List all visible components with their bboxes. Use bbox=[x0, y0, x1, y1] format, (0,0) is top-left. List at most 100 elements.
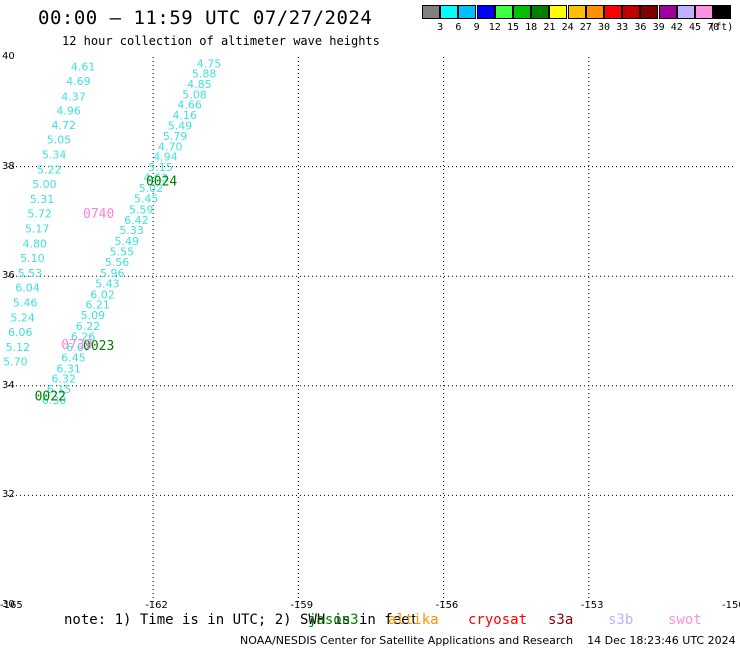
wave-height-value: 5.00 bbox=[32, 178, 57, 191]
wave-height-value: 4.70 bbox=[158, 140, 183, 153]
wave-height-value: 5.70 bbox=[3, 356, 28, 369]
colorbar-label: 39 bbox=[652, 22, 665, 33]
wave-height-value: 4.61 bbox=[71, 60, 96, 73]
wave-height-value: 5.17 bbox=[25, 223, 50, 236]
colorbar-swatch bbox=[476, 5, 495, 19]
latitude-tick-label: 38 bbox=[2, 160, 15, 172]
wave-height-value: 5.05 bbox=[47, 134, 72, 147]
wave-height-value: 6.21 bbox=[85, 299, 110, 312]
wave-height-value: 5.12 bbox=[6, 341, 31, 354]
footer-note: note: 1) Time is in UTC; 2) SWH is in fe… bbox=[64, 612, 419, 628]
colorbar-label: 42 bbox=[670, 22, 683, 33]
longitude-tick-label: -156 bbox=[435, 600, 459, 611]
wave-height-value: 4.72 bbox=[52, 119, 76, 132]
wave-height-value: 5.33 bbox=[119, 224, 144, 237]
wave-height-value: 6.45 bbox=[61, 351, 86, 364]
wave-height-value: 6.42 bbox=[124, 214, 149, 227]
wave-height-value: 6.31 bbox=[56, 362, 81, 375]
latitude-tick-label: 32 bbox=[2, 489, 15, 501]
wave-height-value: 6.26 bbox=[71, 330, 96, 343]
colorbar-swatch bbox=[549, 5, 568, 19]
pass-time-label: 0739 bbox=[61, 338, 92, 353]
wave-height-value: 6.06 bbox=[8, 326, 33, 339]
wave-height-value: 4.37 bbox=[61, 90, 86, 103]
wave-height-value: 5.55 bbox=[110, 246, 135, 259]
colorbar-swatch bbox=[622, 5, 641, 19]
colorbar-label: 3 bbox=[437, 22, 444, 33]
pass-time-label: 0023 bbox=[83, 339, 114, 354]
wave-height-value: 5.45 bbox=[134, 192, 159, 205]
wave-height-value: 5.59 bbox=[129, 203, 154, 216]
pass-time-label: 0740 bbox=[83, 207, 114, 222]
latitude-tick-label: 30 bbox=[2, 599, 15, 610]
wave-height-value: 4.66 bbox=[177, 99, 202, 112]
wave-height-value: 5.88 bbox=[192, 67, 217, 80]
map-title: 00:00 — 11:59 UTC 07/27/2024 bbox=[38, 7, 373, 29]
colorbar-label: 45 bbox=[688, 22, 702, 33]
colorbar-label: 36 bbox=[634, 22, 647, 33]
wave-height-value: 4.69 bbox=[66, 75, 91, 88]
wave-height-value: 5.02 bbox=[139, 182, 164, 195]
wave-height-value: 6.15 bbox=[47, 383, 72, 396]
wave-height-value: 6.67 bbox=[66, 341, 91, 354]
colorbar-label: 9 bbox=[473, 22, 480, 33]
colorbar-label: 27 bbox=[579, 22, 592, 33]
longitude-tick-label: -153 bbox=[580, 600, 604, 611]
wave-height-value: 4.85 bbox=[187, 78, 212, 91]
wave-height-value: 5.96 bbox=[100, 267, 125, 280]
colorbar-swatch bbox=[513, 5, 531, 19]
pass-time-label: 0024 bbox=[146, 174, 177, 189]
colorbar-swatch bbox=[440, 5, 459, 19]
longitude-tick-label: -150 bbox=[722, 600, 740, 611]
colorbar-swatch bbox=[458, 5, 477, 19]
wave-height-value: 4.94 bbox=[153, 151, 178, 164]
latitude-tick-label: 34 bbox=[2, 379, 15, 391]
wave-height-value: 4.75 bbox=[197, 58, 222, 71]
wave-height-value: 5.31 bbox=[30, 193, 54, 206]
satellite-legend-item: s3a bbox=[548, 612, 574, 628]
satellite-legend-item: swot bbox=[668, 612, 702, 628]
wave-height-value: 5.56 bbox=[105, 256, 130, 269]
wave-height-value: 4.63 bbox=[144, 172, 169, 185]
wave-height-value: 6.22 bbox=[76, 320, 101, 333]
colorbar-label: 33 bbox=[616, 22, 629, 33]
longitude-tick-label: -159 bbox=[290, 600, 314, 611]
colorbar-swatch bbox=[676, 5, 695, 19]
wave-height-value: 5.79 bbox=[163, 130, 188, 143]
wave-height-value: 5.46 bbox=[13, 297, 38, 310]
colorbar-swatch bbox=[640, 5, 659, 19]
colorbar-swatch bbox=[695, 5, 713, 19]
pass-time-label: 0022 bbox=[35, 390, 66, 405]
colorbar-swatch bbox=[604, 5, 622, 19]
wave-height-value: 5.15 bbox=[148, 161, 173, 174]
wave-height-value: 5.08 bbox=[182, 88, 207, 101]
latitude-tick-label: 40 bbox=[2, 51, 15, 62]
satellite-legend-item: cryosat bbox=[468, 612, 528, 628]
wave-height-value: 5.43 bbox=[95, 277, 120, 290]
wave-height-value: 5.24 bbox=[10, 311, 34, 324]
colorbar-swatch bbox=[567, 5, 586, 19]
colorbar-label: 15 bbox=[506, 22, 520, 33]
colorbar-swatch bbox=[494, 5, 513, 19]
colorbar-swatch bbox=[658, 5, 677, 19]
colorbar-label: 30 bbox=[597, 22, 611, 33]
wave-height-value: 6.04 bbox=[15, 282, 40, 295]
wave-height-value: 6.32 bbox=[52, 373, 76, 386]
colorbar-label: 12 bbox=[488, 22, 501, 33]
colorbar-unit: (ft) bbox=[709, 22, 734, 33]
wave-height-value: 6.02 bbox=[90, 288, 115, 301]
colorbar-swatch bbox=[422, 5, 440, 19]
wave-height-value: 4.96 bbox=[56, 105, 81, 118]
wave-height-value: 5.49 bbox=[168, 120, 193, 133]
wave-height-value: 5.34 bbox=[42, 149, 67, 162]
wave-height-value: 4.80 bbox=[23, 237, 48, 250]
colorbar-label: 21 bbox=[543, 22, 556, 33]
colorbar-swatch bbox=[585, 5, 604, 19]
colorbar-label: 24 bbox=[561, 22, 574, 33]
wave-height-value: 5.22 bbox=[37, 163, 62, 176]
wave-height-value: 6.30 bbox=[42, 394, 67, 407]
wave-height-value: 4.16 bbox=[173, 109, 198, 122]
longitude-tick-label: -165 bbox=[0, 600, 23, 611]
wave-height-value: 5.09 bbox=[81, 309, 106, 322]
